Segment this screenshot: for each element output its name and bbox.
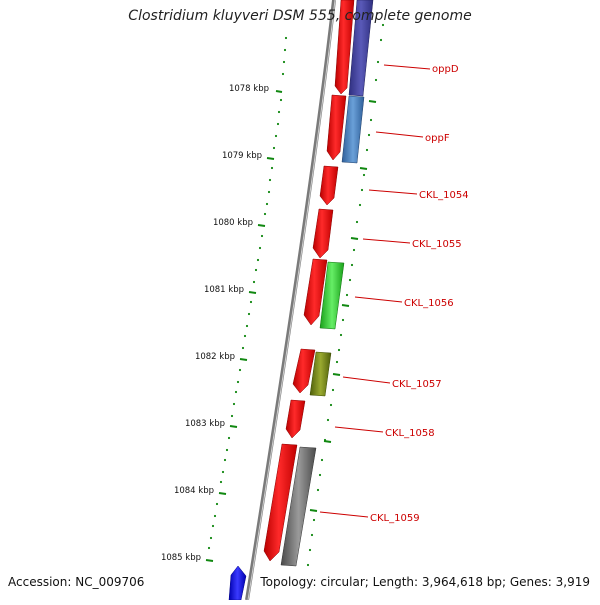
- gene-box-oppF: [341, 95, 365, 164]
- gene-arrow-red: [303, 258, 328, 326]
- gene-arrow-red: [334, 0, 355, 95]
- gene-box-CKL_1057: [309, 351, 332, 397]
- scale-tick-label: 1083 kbp: [185, 419, 225, 429]
- scale-tick: [218, 492, 227, 495]
- scale-dotted-arc: [207, 36, 288, 550]
- scale-tick: [248, 291, 257, 294]
- gene-arrow-blue: [228, 565, 247, 601]
- scale-ticks: [205, 90, 283, 562]
- gene-label: oppD: [432, 64, 459, 75]
- gene-arrow-red: [319, 165, 339, 206]
- scale-tick: [205, 559, 214, 562]
- scale-tick-label: 1078 kbp: [229, 84, 269, 94]
- topology-text: Topology: circular; Length: 3,964,618 bp…: [260, 575, 590, 589]
- gene-label: CKL_1057: [392, 379, 442, 390]
- gene-box-CKL_1059: [280, 446, 317, 567]
- gene-arrow-red: [326, 94, 347, 161]
- scale-tick-label: 1085 kbp: [161, 553, 201, 563]
- gene-arrow-red: [312, 208, 334, 259]
- gene-box-CKL_1056: [319, 261, 345, 330]
- gene-label: CKL_1058: [385, 428, 435, 439]
- page-title: Clostridium kluyveri DSM 555, complete g…: [128, 8, 472, 24]
- outer-track-ticks: [309, 100, 377, 512]
- scale-tick: [229, 425, 238, 428]
- gene-label-leaders: [319, 64, 431, 518]
- gene-box-oppD: [348, 0, 374, 97]
- scale-tick-label: 1084 kbp: [174, 486, 214, 496]
- gene-label: CKL_1055: [412, 239, 462, 250]
- scale-tick-label: 1080 kbp: [213, 218, 253, 228]
- forward-strand-genes: [263, 0, 355, 562]
- gene-arrow-red: [292, 348, 316, 394]
- scale-tick-label: 1082 kbp: [195, 352, 235, 362]
- genome-backbone: [245, 0, 336, 601]
- gene-label: oppF: [425, 133, 450, 144]
- scale-tick-label: 1081 kbp: [204, 285, 244, 295]
- feature-genes: [280, 0, 374, 567]
- scale-tick: [239, 358, 248, 361]
- scale-tick-label: 1079 kbp: [222, 151, 262, 161]
- gene-arrow-red: [285, 399, 306, 439]
- scale-tick: [266, 157, 275, 160]
- scale-tick: [275, 90, 283, 93]
- scale-tick: [257, 224, 266, 227]
- gene-label: CKL_1054: [419, 190, 469, 201]
- outer-track: [306, 23, 385, 567]
- gene-arrow-red: [263, 443, 298, 562]
- accession-text: Accession: NC_009706: [8, 575, 145, 589]
- gene-label: CKL_1056: [404, 298, 454, 309]
- gene-label: CKL_1059: [370, 513, 420, 524]
